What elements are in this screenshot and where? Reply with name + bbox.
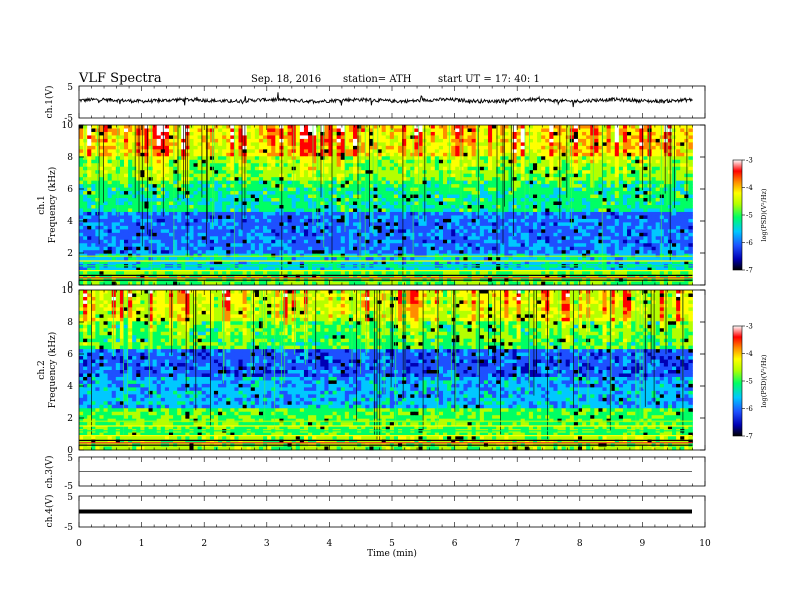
ch1-ylabel: ch.1(V) (44, 86, 55, 119)
time-axis-ticks (78, 86, 706, 527)
time-tick-label: 0 (76, 539, 82, 549)
colorbar-tick-label: -3 (746, 157, 753, 165)
start-time-label: start UT = 17: 40: 1 (438, 74, 540, 85)
time-axis-labels: 0 1 2 3 4 5 6 7 8 9 10 (76, 539, 711, 549)
station-label: station= ATH (343, 74, 412, 85)
freq-tick-label: 0 (67, 446, 73, 456)
freq-tick-label: 8 (67, 153, 73, 163)
colorbar-tick-label: -5 (746, 378, 753, 386)
freq-tick-label: 2 (67, 414, 73, 424)
colorbar-tick-label: -4 (746, 350, 753, 358)
colorbar-tick-label: -7 (746, 433, 753, 441)
ch2-channel-label: ch.2 (37, 360, 47, 379)
ch1-waveform-panel: 5 -5 ch.1(V) (44, 83, 706, 124)
chart-title: VLF Spectra (79, 71, 162, 86)
ch3-ytick-bottom: -5 (64, 482, 73, 492)
colorbar-tick-label: -6 (746, 239, 753, 247)
ch2-freq-label: Frequency (kHz) (47, 332, 58, 409)
ch3-waveform-panel: 5 -5 ch.3(V) (44, 454, 706, 492)
freq-tick-label: 6 (67, 185, 73, 195)
ch1-freq-label: Frequency (kHz) (47, 167, 58, 244)
colorbar-tick-label: -6 (746, 405, 753, 413)
ch4-ytick-top: 5 (67, 493, 73, 503)
ch4-waveform-panel: 5 -5 ch.4(V) (44, 493, 706, 533)
time-tick-label: 6 (452, 539, 458, 549)
time-tick-label: 5 (389, 539, 395, 549)
ch1-freq-ticks: 0 2 4 6 8 10 (62, 121, 705, 291)
ch1-spectrogram-panel: 0 2 4 6 8 10 ch.1 Frequency (kHz) (37, 121, 706, 291)
colorbar-tick-label: -7 (746, 267, 753, 275)
ch4-ytick-bottom: -5 (64, 523, 73, 533)
ch1-waveform-trace (79, 92, 693, 108)
x-axis-label: Time (min) (367, 548, 417, 559)
ch1-ytick-top: 5 (67, 83, 73, 93)
freq-tick-label: 10 (62, 121, 74, 131)
time-tick-label: 2 (201, 539, 207, 549)
ch1-colorbar: -3 -4 -5 -6 -7 log(PSD)(V²/Hz) (732, 157, 768, 275)
ch4-ylabel: ch.4(V) (44, 495, 55, 528)
freq-tick-label: 4 (67, 382, 73, 392)
time-tick-label: 3 (264, 539, 270, 549)
ch1-colorbar-label: log(PSD)(V²/Hz) (760, 188, 768, 241)
freq-tick-label: 2 (67, 249, 73, 259)
time-tick-label: 9 (640, 539, 646, 549)
colorbar-tick-label: -3 (746, 323, 753, 331)
time-tick-label: 1 (139, 539, 145, 549)
ch4-waveform-trace (79, 509, 692, 514)
time-tick-label: 8 (577, 539, 583, 549)
ch2-spectrogram-panel: 0 2 4 6 8 10 ch.2 Frequency (kHz) (37, 286, 706, 456)
date-label: Sep. 18, 2016 (251, 74, 322, 85)
colorbar-tick-label: -4 (746, 184, 753, 192)
ch1-channel-label: ch.1 (37, 195, 47, 214)
ch2-colorbar-label: log(PSD)(V²/Hz) (760, 354, 768, 407)
time-tick-label: 4 (327, 539, 333, 549)
colorbar-tick-label: -5 (746, 212, 753, 220)
ch3-ytick-top: 5 (67, 454, 73, 464)
freq-tick-label: 4 (67, 217, 73, 227)
freq-tick-label: 10 (62, 286, 74, 296)
ch1-ytick-bottom: -5 (64, 114, 73, 124)
time-tick-label: 7 (514, 539, 520, 549)
freq-tick-label: 8 (67, 318, 73, 328)
ch2-colorbar: -3 -4 -5 -6 -7 log(PSD)(V²/Hz) (732, 323, 768, 441)
time-tick-label: 10 (699, 539, 711, 549)
ch2-spectrogram-image (79, 290, 693, 451)
ch1-spectrogram-image (79, 125, 693, 286)
ch3-ylabel: ch.3(V) (44, 456, 55, 489)
ch2-freq-ticks: 0 2 4 6 8 10 (62, 286, 705, 456)
freq-tick-label: 0 (67, 281, 73, 291)
freq-tick-label: 6 (67, 350, 73, 360)
